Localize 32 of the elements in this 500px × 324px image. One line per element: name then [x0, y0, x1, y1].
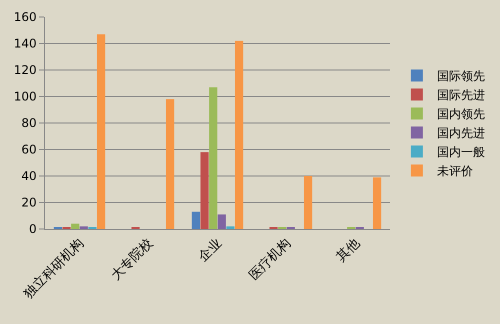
y-tick-label: 0	[28, 222, 37, 236]
bar	[200, 152, 209, 229]
bar	[304, 176, 312, 229]
legend-label: 国际先进	[436, 88, 485, 102]
bar	[166, 99, 174, 229]
bar	[226, 226, 235, 229]
x-tick-label: 企业	[196, 236, 225, 265]
x-tick-label: 医疗机构	[246, 236, 294, 284]
bar	[71, 224, 80, 229]
legend-label: 国际领先	[436, 69, 485, 84]
y-tick-label: 60	[21, 142, 37, 157]
y-tick-label: 80	[21, 116, 37, 130]
bar	[96, 34, 106, 229]
bar	[372, 177, 382, 229]
legend-label: 未评价	[436, 164, 473, 178]
y-tick-label: 100	[14, 90, 37, 104]
y-tick-label: 40	[21, 169, 37, 184]
x-tick-label: 其他	[334, 236, 363, 265]
y-tick-label: 120	[14, 63, 37, 78]
bar	[192, 212, 200, 229]
x-tick-label: 大专院校	[108, 236, 156, 284]
legend-label: 国内一般	[436, 145, 485, 160]
legend-label: 国内先进	[436, 126, 485, 140]
bar	[234, 40, 244, 229]
x-tick-label: 独立科研机构	[20, 235, 87, 302]
y-tick-label: 160	[14, 10, 37, 24]
legend-label: 国内领先	[436, 107, 485, 122]
bar	[80, 226, 88, 229]
y-tick-label: 140	[14, 36, 37, 51]
bar	[218, 214, 226, 229]
y-tick-label: 20	[21, 196, 37, 210]
bar	[209, 87, 218, 229]
